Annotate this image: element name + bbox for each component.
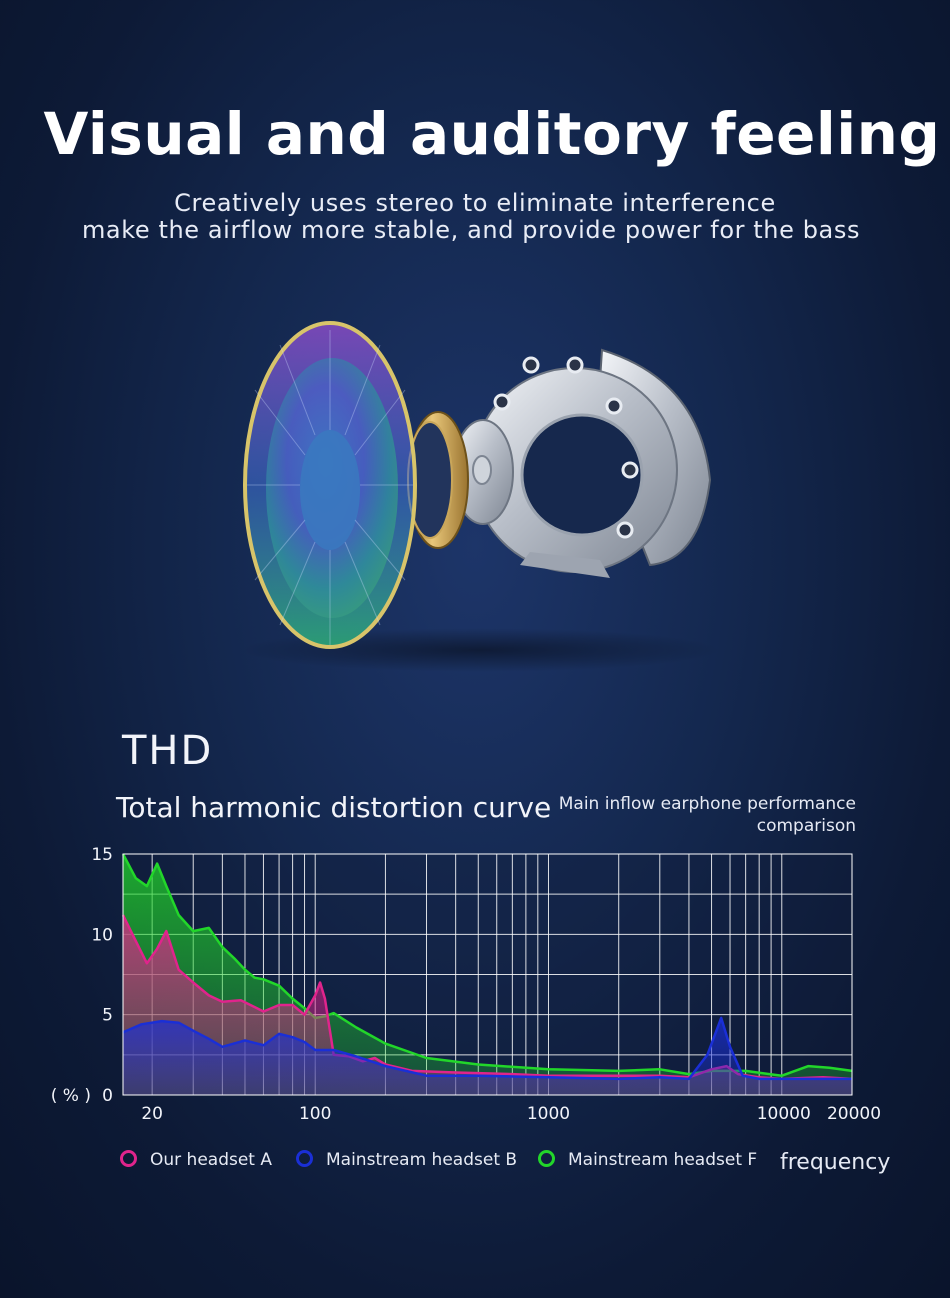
plot-border <box>122 853 853 1096</box>
legend-ring-a <box>120 1150 137 1167</box>
x-tick-label: 1000 <box>527 1104 570 1124</box>
y-tick-label: 10 <box>91 925 113 945</box>
legend-label-b: Mainstream headset B <box>326 1150 518 1170</box>
y-axis-unit-label: ( % ) <box>51 1086 91 1106</box>
x-axis-label: frequency <box>780 1150 891 1175</box>
thd-chart: 0 5 10 15 ( % ) 20 100 1000 10000 20000 <box>51 845 881 1124</box>
legend-ring-b <box>296 1150 313 1167</box>
chart-title: Total harmonic distortion curve <box>116 791 552 824</box>
legend-label-a: Our headset A <box>150 1150 273 1170</box>
x-tick-label: 100 <box>299 1104 331 1124</box>
series-line-b <box>122 1016 852 1081</box>
subtitle-line-2: make the airflow more stable, and provid… <box>81 216 861 244</box>
chart-subtitle: Main inflow earphone performance compari… <box>558 794 856 836</box>
driver-illustration <box>240 321 720 672</box>
y-tick-label: 0 <box>102 1086 113 1106</box>
x-tick-label: 10000 <box>757 1104 811 1124</box>
y-tick-label: 5 <box>102 1006 113 1026</box>
legend-ring-f <box>538 1150 555 1167</box>
y-tick-label: 15 <box>91 845 113 865</box>
series-area-b <box>123 1017 852 1095</box>
section-label-thd: THD <box>122 728 214 774</box>
x-tick-label: 20 <box>141 1104 163 1124</box>
subtitle-line-1: Creatively uses stereo to eliminate inte… <box>174 189 776 217</box>
plate-holes <box>493 356 639 539</box>
page-title: Visual and auditory feeling <box>43 100 941 168</box>
legend-label-f: Mainstream headset F <box>568 1150 758 1170</box>
x-tick-label: 20000 <box>827 1104 881 1124</box>
